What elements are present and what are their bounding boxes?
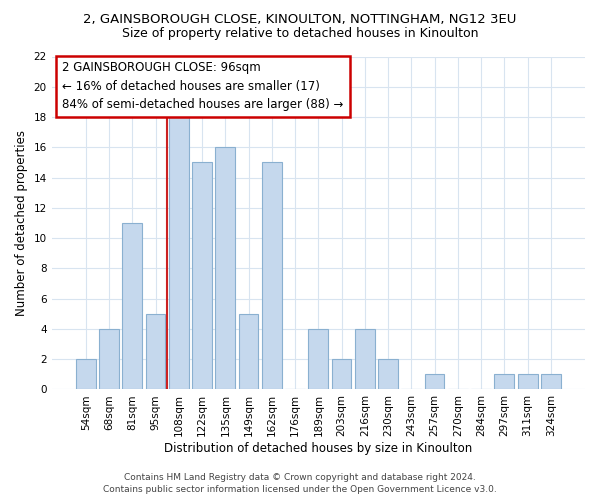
Bar [262, 162, 282, 390]
Bar [308, 329, 328, 390]
Bar [518, 374, 538, 390]
Text: 2, GAINSBOROUGH CLOSE, KINOULTON, NOTTINGHAM, NG12 3EU: 2, GAINSBOROUGH CLOSE, KINOULTON, NOTTIN… [83, 12, 517, 26]
Text: 2 GAINSBOROUGH CLOSE: 96sqm
← 16% of detached houses are smaller (17)
84% of sem: 2 GAINSBOROUGH CLOSE: 96sqm ← 16% of det… [62, 62, 344, 112]
Text: Contains HM Land Registry data © Crown copyright and database right 2024.
Contai: Contains HM Land Registry data © Crown c… [103, 472, 497, 494]
Bar [99, 329, 119, 390]
Bar [76, 359, 95, 390]
Bar [332, 359, 352, 390]
Bar [215, 148, 235, 390]
Bar [494, 374, 514, 390]
Bar [169, 117, 188, 390]
Bar [425, 374, 445, 390]
X-axis label: Distribution of detached houses by size in Kinoulton: Distribution of detached houses by size … [164, 442, 472, 455]
Bar [192, 162, 212, 390]
Bar [378, 359, 398, 390]
Bar [541, 374, 561, 390]
Bar [355, 329, 375, 390]
Bar [122, 223, 142, 390]
Text: Size of property relative to detached houses in Kinoulton: Size of property relative to detached ho… [122, 28, 478, 40]
Bar [239, 314, 259, 390]
Bar [146, 314, 166, 390]
Y-axis label: Number of detached properties: Number of detached properties [15, 130, 28, 316]
